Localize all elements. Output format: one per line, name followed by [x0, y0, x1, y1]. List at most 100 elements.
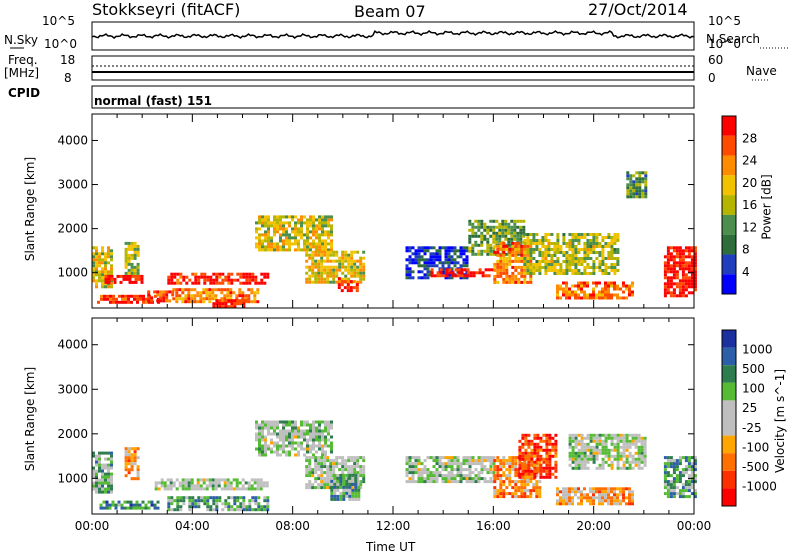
heatmap-cell: [511, 271, 515, 275]
heatmap-cell: [544, 245, 548, 248]
heatmap-cell: [684, 267, 688, 271]
heatmap-cell: [669, 474, 673, 478]
heatmap-cell: [522, 225, 526, 229]
heatmap-cell: [317, 274, 321, 278]
heatmap-cell: [574, 266, 578, 269]
heatmap-cell: [568, 463, 572, 467]
heatmap-cell: [501, 222, 505, 226]
heatmap-cell: [465, 264, 469, 268]
heatmap-cell: [675, 294, 679, 298]
heatmap-cell: [643, 451, 647, 455]
heatmap-cell: [672, 264, 676, 268]
heatmap-cell: [613, 502, 616, 506]
heatmap-cell: [291, 236, 294, 240]
heatmap-cell: [127, 259, 131, 263]
heatmap-cell: [353, 465, 357, 469]
heatmap-cell: [349, 289, 353, 293]
heatmap-cell: [544, 239, 548, 242]
xtick-label: 00:00: [677, 519, 712, 533]
heatmap-cell: [663, 492, 667, 496]
heatmap-cell: [502, 250, 506, 254]
heatmap-cell: [571, 257, 575, 260]
heatmap-cell: [212, 281, 216, 285]
heatmap-cell: [285, 420, 288, 424]
heatmap-cell: [130, 265, 134, 269]
heatmap-cell: [273, 245, 276, 249]
heatmap-cell: [532, 263, 536, 266]
heatmap-cell: [167, 502, 171, 506]
heatmap-cell: [454, 274, 458, 278]
heatmap-cell: [574, 460, 578, 464]
heatmap-cell: [339, 485, 343, 489]
heatmap-cell: [583, 493, 586, 497]
heatmap-cell: [663, 468, 667, 472]
heatmap-cell: [297, 227, 300, 231]
heatmap-cell: [574, 263, 578, 266]
heatmap-cell: [640, 454, 644, 458]
heatmap-cell: [163, 487, 167, 491]
heatmap-cell: [687, 483, 691, 487]
heatmap-cell: [340, 283, 344, 287]
heatmap-cell: [349, 286, 353, 290]
heatmap-cell: [279, 218, 282, 222]
heatmap-cell: [613, 490, 616, 494]
heatmap-cell: [518, 460, 522, 464]
heatmap-cell: [317, 268, 321, 272]
heatmap-cell: [453, 462, 457, 466]
heatmap-cell: [101, 282, 104, 286]
heatmap-cell: [314, 265, 318, 269]
heatmap-cell: [550, 266, 554, 269]
heatmap-cell: [450, 258, 454, 262]
heatmap-cell: [297, 239, 300, 243]
heatmap-cell: [545, 457, 549, 461]
heatmap-cell: [342, 476, 346, 480]
heatmap-cell: [326, 271, 330, 275]
heatmap-cell: [456, 249, 460, 253]
heatmap-cell: [604, 290, 607, 294]
heatmap-cell: [613, 293, 616, 297]
heatmap-cell: [203, 502, 207, 506]
heatmap-cell: [628, 439, 632, 443]
heatmap-cell: [548, 442, 552, 446]
heatmap-cell: [144, 503, 148, 507]
heatmap-cell: [326, 468, 330, 472]
heatmap-cell: [318, 429, 321, 433]
heatmap-cell: [539, 472, 543, 476]
heatmap-cell: [693, 480, 697, 484]
heatmap-cell: [329, 253, 333, 257]
heatmap-cell: [330, 435, 333, 439]
heatmap-cell: [505, 262, 509, 266]
heatmap-cell: [568, 296, 571, 300]
heatmap-cell: [196, 487, 200, 491]
heatmap-cell: [314, 271, 318, 275]
heatmap-cell: [92, 279, 95, 283]
heatmap-cell: [521, 433, 525, 437]
heatmap-cell: [532, 242, 536, 245]
heatmap-cell: [187, 478, 191, 482]
heatmap-cell: [568, 490, 571, 494]
heatmap-cell: [678, 495, 682, 499]
heatmap-cell: [338, 268, 342, 272]
heatmap-cell: [533, 463, 537, 467]
heatmap-cell: [258, 218, 261, 222]
heatmap-cell: [279, 453, 282, 457]
heatmap-cell: [486, 252, 490, 256]
heatmap-cell: [610, 257, 614, 260]
heatmap-cell: [511, 265, 515, 269]
heatmap-cell: [577, 296, 580, 300]
heatmap-cell: [450, 480, 454, 484]
heatmap-patch-2: [124, 447, 140, 481]
heatmap-cell: [580, 502, 583, 506]
heatmap-cell: [562, 493, 565, 497]
heatmap-cell: [215, 508, 219, 512]
heatmap-cell: [190, 484, 194, 488]
heatmap-cell: [202, 487, 206, 491]
heatmap-patch-4: [147, 290, 175, 303]
heatmap-cell: [635, 195, 639, 199]
heatmap-cell: [439, 268, 443, 272]
heatmap-cell: [514, 465, 518, 469]
heatmap-cell: [456, 465, 460, 469]
heatmap-cell: [610, 254, 614, 257]
heatmap-cell: [693, 285, 697, 289]
